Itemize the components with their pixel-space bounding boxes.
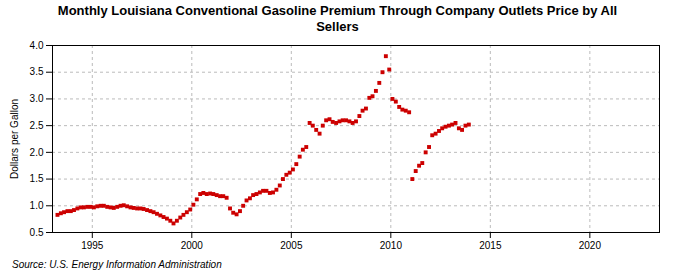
svg-text:1.0: 1.0 [30, 200, 44, 211]
svg-text:2020: 2020 [579, 240, 602, 251]
svg-text:Dollars per Gallon: Dollars per Gallon [9, 99, 20, 179]
svg-text:1995: 1995 [81, 240, 104, 251]
html-text:Monthly Louisiana Conventional: Monthly Louisiana Conventional Gasoline … [57, 3, 618, 34]
svg-text:2.5: 2.5 [30, 120, 44, 131]
svg-text:2.0: 2.0 [30, 147, 44, 158]
svg-text:1.5: 1.5 [30, 173, 44, 184]
svg-text:2015: 2015 [479, 240, 502, 251]
svg-text:4.0: 4.0 [30, 40, 44, 51]
svg-text:2005: 2005 [280, 240, 303, 251]
svg-text:3.0: 3.0 [30, 93, 44, 104]
svg-text:0.5: 0.5 [30, 227, 44, 238]
svg-text:2010: 2010 [380, 240, 403, 251]
svg-text:3.5: 3.5 [30, 66, 44, 77]
svg-text:2000: 2000 [181, 240, 204, 251]
html-text:Source: U.S. Energy Informatio: Source: U.S. Energy Information Administ… [12, 259, 222, 270]
